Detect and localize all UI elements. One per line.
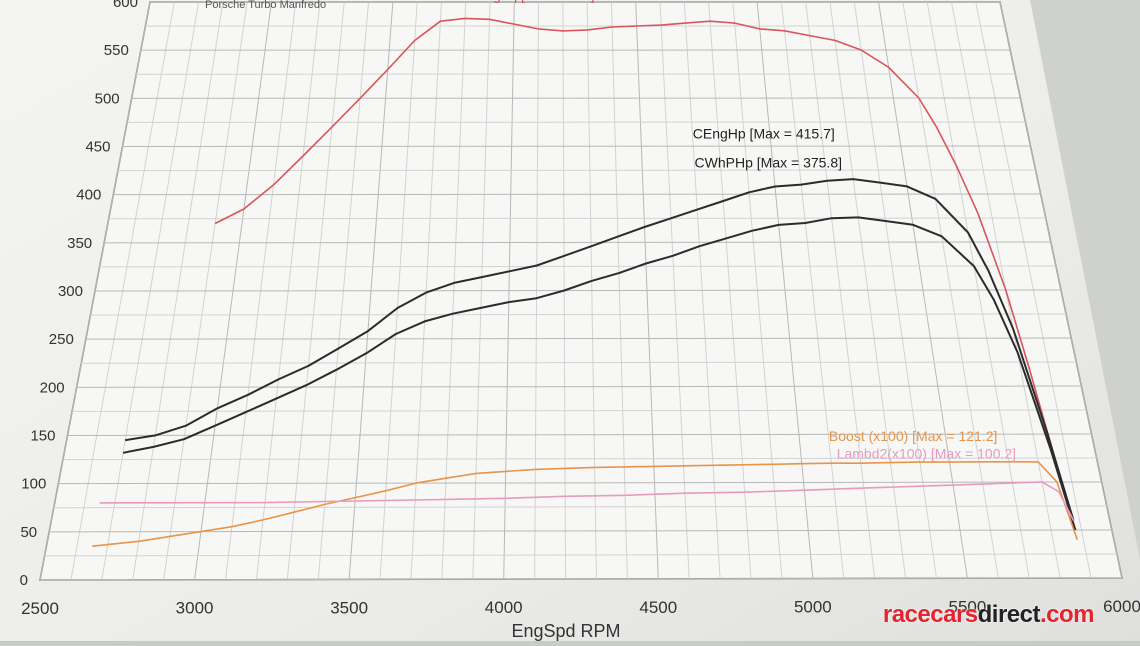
y-tick-label: 200: [40, 379, 65, 396]
x-tick-label: 4000: [485, 598, 523, 617]
y-tick-label: 0: [20, 572, 28, 589]
series-label-1: CEngHp [Max = 415.7]: [693, 125, 835, 141]
y-tick-label: 150: [30, 428, 55, 445]
series-label-3: Boost (x100) [Max = 121.2]: [829, 428, 997, 444]
x-tick-label: 6000: [1103, 597, 1140, 616]
grid-line-h: [118, 170, 1036, 171]
grid-line-h: [113, 194, 1040, 195]
y-tick-label: 250: [49, 331, 74, 348]
series-label-2: CWhPHp [Max = 375.8]: [695, 154, 842, 170]
series-label-4: Lambd2(x100) [Max = 100.2]: [837, 445, 1016, 461]
y-tick-label: 300: [58, 283, 83, 300]
y-tick-label: 400: [76, 187, 101, 204]
x-tick-label: 3500: [330, 598, 368, 617]
y-tick-label: 500: [95, 90, 120, 107]
chart-header-text: Porsche Turbo Manfredo: [205, 0, 326, 11]
grid-line-h: [123, 146, 1031, 147]
x-tick-label: 5000: [794, 598, 832, 617]
x-tick-label: 2500: [21, 599, 59, 618]
series-label-0: CEngTq [Max = 583]: [466, 0, 595, 3]
y-tick-label: 450: [85, 139, 110, 156]
x-axis-label: EngSpd RPM: [511, 621, 620, 641]
y-tick-label: 550: [104, 42, 129, 59]
y-tick-label: 600: [113, 0, 138, 11]
y-tick-label: 350: [67, 235, 92, 252]
x-tick-label: 3000: [176, 599, 214, 618]
y-tick-label: 50: [20, 524, 37, 541]
x-tick-label: 4500: [639, 598, 677, 617]
y-tick-label: 100: [21, 476, 46, 493]
watermark-logo: racecarsdirect.com: [883, 601, 1094, 629]
